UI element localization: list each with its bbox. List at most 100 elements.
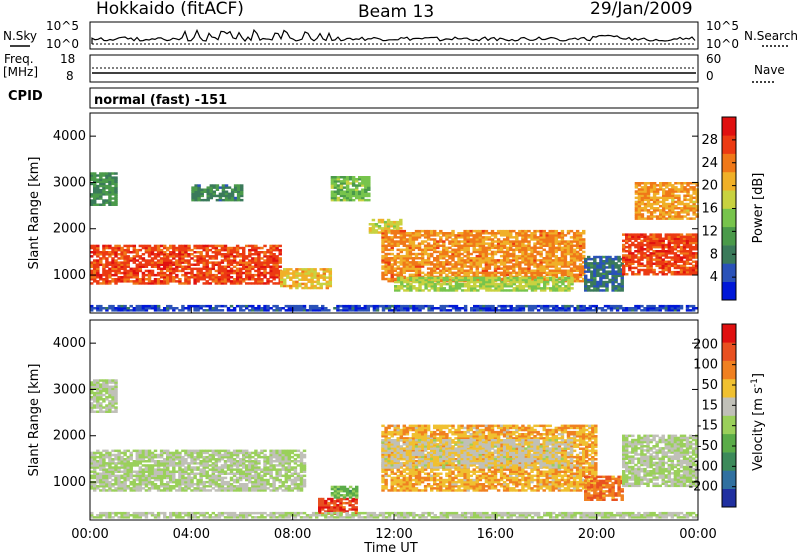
power-cell — [446, 283, 449, 285]
power-cell — [301, 268, 304, 270]
power-cell — [196, 245, 199, 247]
power-cell — [558, 277, 561, 279]
power-cell — [587, 256, 590, 258]
power-cell — [269, 307, 272, 309]
power-cell — [692, 197, 695, 199]
power-cell — [497, 283, 500, 285]
power-cell — [394, 267, 397, 269]
power-cell — [196, 255, 199, 257]
velocity-cell — [123, 458, 126, 460]
power-cell — [659, 250, 662, 252]
power-cell — [516, 305, 519, 307]
power-cell — [500, 272, 503, 274]
power-cell — [224, 245, 227, 247]
power-cell — [300, 305, 303, 307]
power-cell — [320, 274, 323, 276]
power-cell — [476, 285, 479, 287]
power-cell — [445, 274, 448, 276]
power-cell — [614, 256, 617, 258]
power-cell — [406, 277, 409, 279]
power-cell — [576, 251, 579, 253]
power-cell — [674, 211, 677, 213]
power-cell — [145, 278, 148, 280]
power-cell — [212, 251, 215, 253]
power-cell — [228, 186, 231, 188]
power-cell — [272, 253, 275, 255]
power-cell — [446, 289, 449, 291]
velocity-cell — [114, 475, 117, 477]
velocity-cell — [111, 458, 114, 460]
power-cell — [671, 263, 674, 265]
power-cell — [248, 259, 251, 261]
power-cell — [351, 305, 354, 307]
power-cell — [421, 240, 424, 242]
power-cell — [539, 230, 542, 232]
power-cell — [382, 305, 385, 307]
power-cell — [349, 176, 352, 178]
power-cell — [108, 245, 111, 247]
power-cell — [230, 305, 233, 307]
power-cell — [457, 232, 460, 234]
power-cell — [671, 305, 674, 307]
power-cell — [564, 234, 567, 236]
power-cell — [427, 267, 430, 269]
power-cell — [622, 265, 625, 267]
power-cell — [637, 269, 640, 271]
power-cell — [625, 307, 628, 309]
velocity-cell — [114, 487, 117, 489]
power-cell — [358, 191, 361, 193]
power-cell — [117, 276, 120, 278]
power-cell — [206, 280, 209, 282]
velocity-cell — [120, 452, 123, 454]
power-cell — [445, 247, 448, 249]
power-cell — [207, 186, 210, 188]
power-cell — [515, 272, 518, 274]
power-cell — [686, 233, 689, 235]
velocity-cell — [154, 460, 157, 462]
power-cell — [631, 233, 634, 235]
power-cell — [199, 251, 202, 253]
power-cell — [460, 245, 463, 247]
power-cell — [421, 277, 424, 279]
power-cell — [519, 305, 522, 307]
power-cell — [680, 182, 683, 184]
power-cell — [692, 201, 695, 203]
power-cell — [120, 247, 123, 249]
power-cell — [219, 186, 222, 188]
power-y-tick-label: 3000 — [53, 175, 86, 190]
power-cell — [221, 245, 224, 247]
power-cell — [187, 245, 190, 247]
power-cell — [397, 253, 400, 255]
power-cell — [431, 277, 434, 279]
power-cell — [534, 305, 537, 307]
power-cell — [403, 230, 406, 232]
power-cell — [169, 259, 172, 261]
power-cell — [154, 261, 157, 263]
noise-right-tick-bottom: 10^0 — [706, 37, 739, 51]
power-cell — [674, 271, 677, 273]
velocity-cell — [154, 450, 157, 452]
velocity-cell — [120, 456, 123, 458]
power-cell — [406, 245, 409, 247]
power-cell — [464, 283, 467, 285]
power-cell — [196, 251, 199, 253]
power-cell — [139, 245, 142, 247]
power-cell — [248, 309, 251, 311]
power-cell — [190, 249, 193, 251]
power-cell — [494, 251, 497, 253]
power-cell — [650, 197, 653, 199]
power-cell — [175, 247, 178, 249]
power-cell — [178, 278, 181, 280]
power-cell — [130, 305, 133, 307]
power-cell — [251, 257, 254, 259]
power-cell — [434, 277, 437, 279]
power-cell — [184, 245, 187, 247]
power-cell — [317, 272, 320, 274]
velocity-cell — [172, 485, 175, 487]
power-cell — [340, 176, 343, 178]
power-cell — [540, 277, 543, 279]
power-cell — [221, 266, 224, 268]
power-cell — [227, 307, 230, 309]
power-cell — [415, 253, 418, 255]
